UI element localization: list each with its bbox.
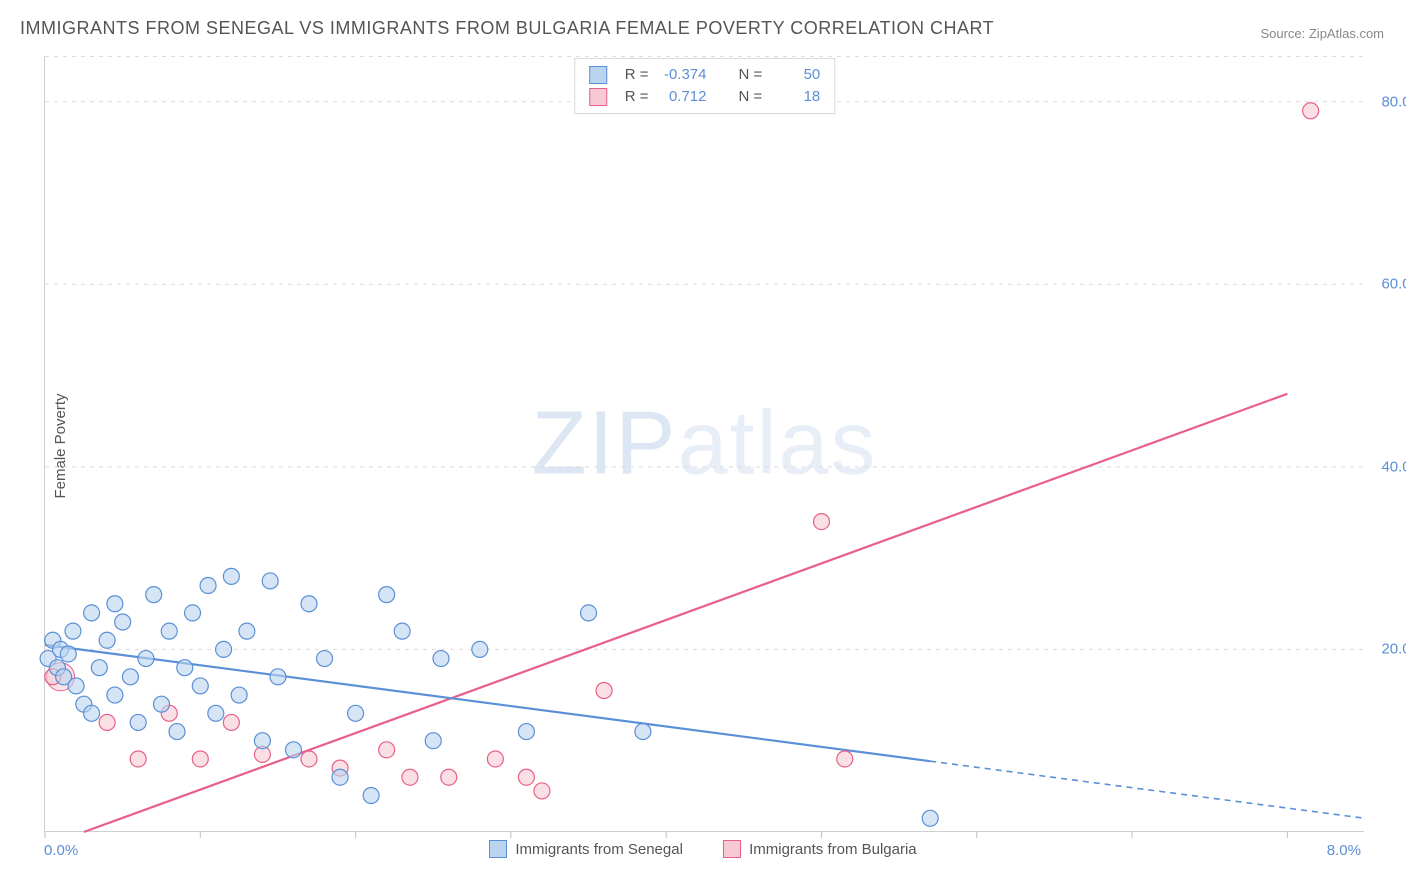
scatter-point [472, 641, 488, 657]
r-label: R = [625, 86, 649, 108]
y-tick-label: 20.0% [1369, 641, 1406, 658]
scatter-point [270, 669, 286, 685]
swatch-senegal [589, 66, 607, 84]
scatter-point [91, 660, 107, 676]
scatter-point [99, 714, 115, 730]
scatter-point [208, 705, 224, 721]
scatter-point [84, 605, 100, 621]
scatter-point [99, 632, 115, 648]
y-tick-label: 60.0% [1369, 276, 1406, 293]
legend-item-senegal: Immigrants from Senegal [489, 840, 683, 858]
scatter-point [1303, 103, 1319, 119]
y-tick-label: 80.0% [1369, 93, 1406, 110]
scatter-point [285, 742, 301, 758]
scatter-point [223, 714, 239, 730]
legend-row-senegal: R = -0.374 N = 50 [589, 64, 821, 86]
scatter-point [301, 596, 317, 612]
swatch-senegal-icon [489, 840, 507, 858]
scatter-point [379, 587, 395, 603]
scatter-point [402, 769, 418, 785]
scatter-point [138, 651, 154, 667]
series-legend: Immigrants from Senegal Immigrants from … [0, 840, 1406, 862]
chart-title: IMMIGRANTS FROM SENEGAL VS IMMIGRANTS FR… [20, 18, 994, 39]
legend-row-bulgaria: R = 0.712 N = 18 [589, 86, 821, 108]
n-value-bulgaria: 18 [772, 86, 820, 108]
scatter-point [518, 724, 534, 740]
r-value-bulgaria: 0.712 [659, 86, 707, 108]
scatter-point [581, 605, 597, 621]
scatter-point [363, 787, 379, 803]
scatter-point [107, 687, 123, 703]
scatter-point [107, 596, 123, 612]
scatter-point [837, 751, 853, 767]
scatter-point [635, 724, 651, 740]
scatter-point [262, 573, 278, 589]
scatter-point [441, 769, 457, 785]
scatter-point [379, 742, 395, 758]
scatter-point [223, 568, 239, 584]
correlation-legend: R = -0.374 N = 50 R = 0.712 N = 18 [574, 58, 836, 114]
scatter-point [231, 687, 247, 703]
scatter-point [169, 724, 185, 740]
scatter-point [192, 678, 208, 694]
scatter-point [394, 623, 410, 639]
scatter-point [216, 641, 232, 657]
scatter-point [192, 751, 208, 767]
scatter-point [301, 751, 317, 767]
scatter-point [332, 769, 348, 785]
n-label: N = [739, 64, 763, 86]
scatter-point [534, 783, 550, 799]
scatter-point [254, 733, 270, 749]
scatter-point [348, 705, 364, 721]
scatter-point [317, 651, 333, 667]
scatter-point [518, 769, 534, 785]
scatter-point [146, 587, 162, 603]
legend-label-senegal: Immigrants from Senegal [515, 841, 683, 858]
n-value-senegal: 50 [772, 64, 820, 86]
scatter-svg [45, 56, 1365, 832]
swatch-bulgaria-icon [723, 840, 741, 858]
scatter-point [115, 614, 131, 630]
scatter-point [177, 660, 193, 676]
scatter-point [122, 669, 138, 685]
r-value-senegal: -0.374 [659, 64, 707, 86]
source-attribution: Source: ZipAtlas.com [1260, 26, 1384, 41]
scatter-point [68, 678, 84, 694]
scatter-point [487, 751, 503, 767]
scatter-point [425, 733, 441, 749]
scatter-point [60, 646, 76, 662]
scatter-point [130, 714, 146, 730]
scatter-point [185, 605, 201, 621]
scatter-point [200, 578, 216, 594]
y-tick-label: 40.0% [1369, 458, 1406, 475]
scatter-point [153, 696, 169, 712]
legend-label-bulgaria: Immigrants from Bulgaria [749, 841, 917, 858]
swatch-bulgaria [589, 88, 607, 106]
scatter-point [813, 514, 829, 530]
plot-area: ZIPatlas R = -0.374 N = 50 R = 0.712 N =… [44, 56, 1364, 832]
n-label: N = [739, 86, 763, 108]
scatter-point [596, 682, 612, 698]
scatter-point [65, 623, 81, 639]
scatter-point [130, 751, 146, 767]
scatter-point [161, 623, 177, 639]
scatter-point [239, 623, 255, 639]
scatter-point [84, 705, 100, 721]
scatter-point [433, 651, 449, 667]
legend-item-bulgaria: Immigrants from Bulgaria [723, 840, 917, 858]
scatter-point [922, 810, 938, 826]
r-label: R = [625, 64, 649, 86]
